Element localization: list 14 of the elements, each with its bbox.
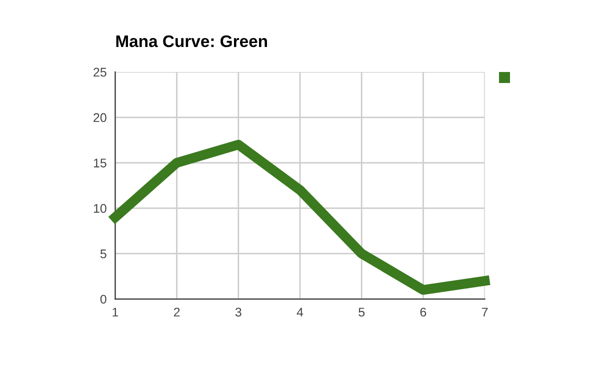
y-tick-label: 10	[94, 204, 106, 213]
x-tick-label: 1	[112, 308, 118, 316]
y-tick-label: 15	[94, 158, 106, 168]
x-tick-label: 3	[235, 308, 242, 317]
x-tick-label: 4	[296, 308, 304, 316]
x-tick-label: 7	[482, 308, 488, 316]
chart-title: Mana Curve: Green	[116, 35, 267, 48]
y-tick-label: 5	[100, 250, 106, 258]
y-tick-label: 0	[100, 294, 106, 304]
y-tick-label: 25	[94, 68, 106, 77]
y-tick-label: 20	[94, 113, 106, 122]
x-tick-label: 5	[358, 308, 365, 317]
x-tick-label: 2	[174, 308, 180, 316]
x-tick-label: 6	[420, 308, 426, 317]
